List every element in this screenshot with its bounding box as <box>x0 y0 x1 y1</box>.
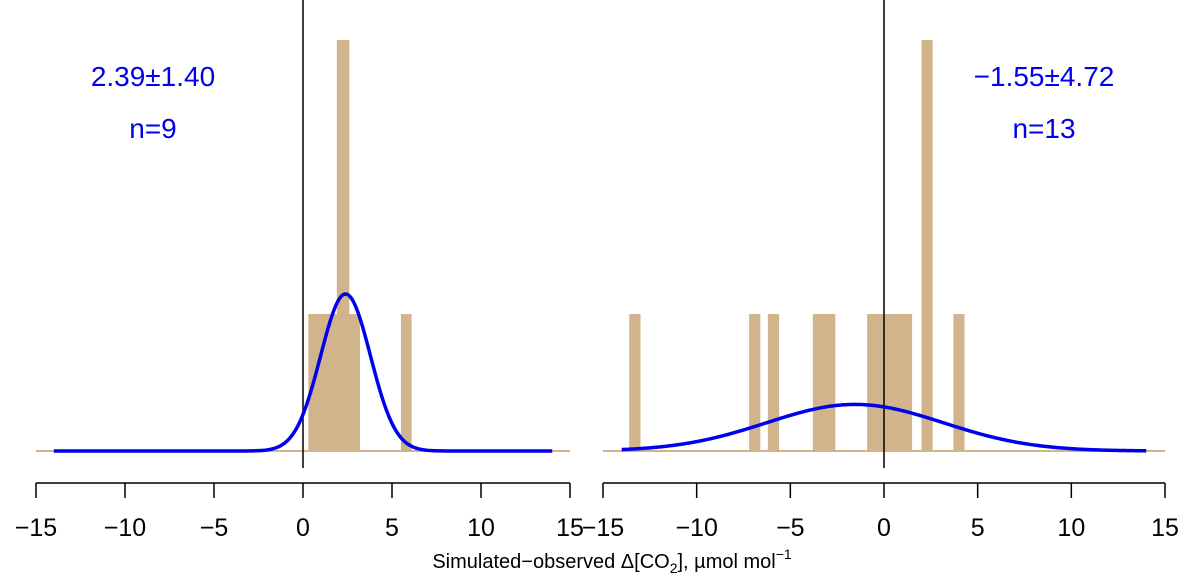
x-tick-label-1: −10 <box>675 514 717 542</box>
panel-left: −15 −10 −5 0 5 10 15 2.39±1.40 n=9 <box>15 0 584 542</box>
mean-sd-label: 2.39±1.40 <box>91 61 215 92</box>
histogram-bar-3 <box>812 314 836 451</box>
x-tick-label-3: 0 <box>296 514 310 542</box>
histogram-bar-4 <box>867 314 913 451</box>
x-tick-label-4: 5 <box>385 514 399 542</box>
x-tick-label-2: −5 <box>776 514 805 542</box>
histogram-bar-1 <box>336 40 350 451</box>
x-axis-title-subscript: 2 <box>670 560 678 576</box>
histogram-bar-0 <box>308 314 360 451</box>
density-curve <box>53 292 553 453</box>
density-curve <box>621 402 1147 453</box>
x-tick-label-1: −10 <box>104 514 146 542</box>
x-tick-label-2: −5 <box>200 514 229 542</box>
histogram-bar-1 <box>749 314 761 451</box>
x-tick-label-5: 10 <box>467 514 495 542</box>
x-tick-label-0: −15 <box>15 514 57 542</box>
x-tick-label-6: 15 <box>1151 514 1179 542</box>
n-label: n=9 <box>129 113 177 144</box>
x-axis-title-prefix: Simulated−observed Δ[CO <box>432 551 669 573</box>
histogram-bar-2 <box>400 314 412 451</box>
histogram-bar-6 <box>953 314 965 451</box>
histogram-bar-0 <box>629 314 641 451</box>
x-axis-title-superscript: −1 <box>776 546 792 562</box>
x-tick-label-5: 10 <box>1057 514 1085 542</box>
n-label: n=13 <box>1012 113 1075 144</box>
x-tick-label-3: 0 <box>877 514 891 542</box>
histogram-bar-2 <box>767 314 780 451</box>
x-tick-label-6: 15 <box>556 514 584 542</box>
x-axis-title: Simulated−observed Δ[CO2], µmol mol−1 <box>432 546 792 576</box>
x-tick-label-4: 5 <box>971 514 985 542</box>
x-tick-label-0: −15 <box>582 514 624 542</box>
x-axis-title-units: ], µmol mol <box>678 551 776 573</box>
mean-sd-label: −1.55±4.72 <box>974 61 1115 92</box>
panel-right: −15 −10 −5 0 5 10 15 −1.55±4.72 n=13 <box>582 0 1179 542</box>
histogram-bar-5 <box>921 40 933 451</box>
